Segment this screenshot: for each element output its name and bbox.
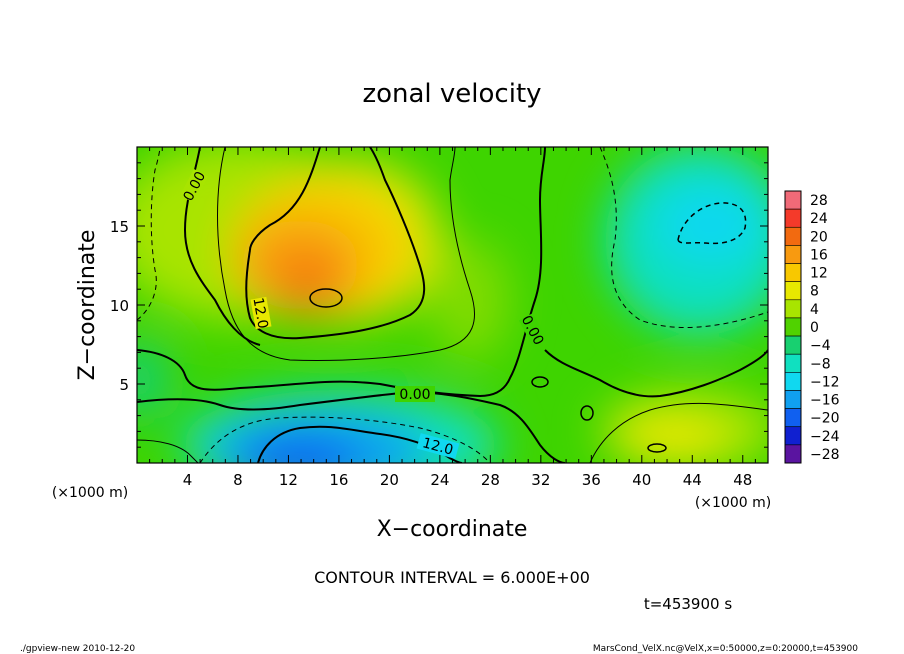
- contour-neg6-bottom: [199, 416, 491, 463]
- colorbar-swatch: [784, 281, 802, 301]
- x-unit-left: (×1000 m): [52, 485, 128, 501]
- colorbar-label: 24: [810, 211, 828, 227]
- x-tick-label: 36: [582, 471, 601, 489]
- colorbar-swatch: [784, 353, 802, 373]
- x-unit-right: (×1000 m): [695, 495, 771, 511]
- colorbar-swatch: [784, 317, 802, 337]
- x-axis-label: X−coordinate: [377, 517, 528, 542]
- colorbar-swatch: [784, 390, 802, 409]
- y-tick-label: 15: [110, 218, 129, 236]
- colorbar-frame: [784, 190, 802, 464]
- contour-18: [309, 288, 343, 308]
- contour-label-group: 0.00 12.0 0.00 12.0 0.00: [179, 169, 548, 459]
- colorbar-swatch: [784, 208, 802, 228]
- colorbar-swatch: [784, 245, 802, 264]
- colorbar-swatch: [784, 335, 802, 355]
- contour-label: 12.0: [249, 296, 270, 329]
- contour-6-lower-left: [137, 439, 199, 463]
- y-axis-label: Z−coordinate: [75, 230, 100, 381]
- colorbar-label: 16: [810, 247, 828, 263]
- contour-zero-right: [544, 349, 768, 398]
- colorbar-label: −28: [810, 447, 840, 463]
- contour-neg12: [257, 425, 463, 463]
- colorbar-label: −8: [810, 356, 831, 372]
- colorbar-swatch: [784, 444, 802, 464]
- y-tick-label: 10: [110, 297, 129, 315]
- x-tick-label: 20: [380, 471, 399, 489]
- colorbar-swatch: [784, 408, 802, 428]
- x-tick-label: 12: [279, 471, 298, 489]
- x-tick-label: 44: [683, 471, 702, 489]
- footer-left: ./gpview-new 2010-12-20: [20, 644, 135, 654]
- y-axis: 5 10 15: [110, 162, 768, 448]
- x-tick-label: 16: [329, 471, 348, 489]
- plot-area: 0.00 12.0 0.00 12.0 0.00: [137, 147, 768, 463]
- colorbar-label: −12: [810, 374, 840, 390]
- colorbar-label: 12: [810, 266, 828, 282]
- colorbar-label: 0: [810, 320, 819, 336]
- contour-6-upper: [217, 147, 476, 362]
- contour-interval-text: CONTOUR INTERVAL = 6.000E+00: [314, 568, 590, 587]
- x-tick-label: 48: [733, 471, 752, 489]
- colorbar-swatch: [784, 426, 802, 446]
- colorbar-label: 20: [810, 229, 828, 245]
- colorbar-label: 4: [810, 302, 819, 318]
- y-tick-label: 5: [119, 376, 129, 394]
- colorbar-swatch: [784, 263, 802, 282]
- contour-label: 0.00: [399, 387, 430, 403]
- x-tick-label: 40: [632, 471, 651, 489]
- colorbar-swatch: [784, 226, 802, 246]
- colorbar-swatch: [784, 190, 802, 210]
- colorbar-label: 28: [810, 193, 828, 209]
- contour-neg6-right: [599, 147, 768, 328]
- colorbar-label: −16: [810, 393, 840, 409]
- contour-neg6-left: [137, 147, 161, 321]
- colorbar-label: −20: [810, 411, 840, 427]
- colorbar: 28 24 20 16 12 8 4 0 −4 −8 −12 −16 −20 −24 −28: [784, 190, 840, 464]
- contour-6-lower-right: [589, 402, 768, 463]
- colorbar-swatch: [784, 299, 802, 319]
- contour-zero-upper: [137, 147, 546, 398]
- colorbar-label: −4: [810, 338, 831, 354]
- contour-label: 12.0: [421, 435, 455, 459]
- contour-12: [245, 147, 426, 340]
- colorbar-label: −24: [810, 429, 840, 445]
- x-tick-label: 24: [430, 471, 449, 489]
- x-tick-label: 28: [481, 471, 500, 489]
- x-tick-label: 4: [183, 471, 193, 489]
- x-axis: 4 8 12 16 20 24 28 32 36 40 44 48: [149, 147, 756, 489]
- x-tick-label: 32: [531, 471, 550, 489]
- chart-title: zonal velocity: [362, 79, 541, 109]
- contour-neg12-right: [677, 202, 747, 245]
- x-tick-label: 8: [233, 471, 243, 489]
- footer-right: MarsCond_VelX.nc@VelX,x=0:50000,z=0:2000…: [593, 644, 858, 654]
- colorbar-swatch: [784, 372, 802, 391]
- colorbar-label: 8: [810, 284, 819, 300]
- time-text: t=453900 s: [644, 595, 732, 613]
